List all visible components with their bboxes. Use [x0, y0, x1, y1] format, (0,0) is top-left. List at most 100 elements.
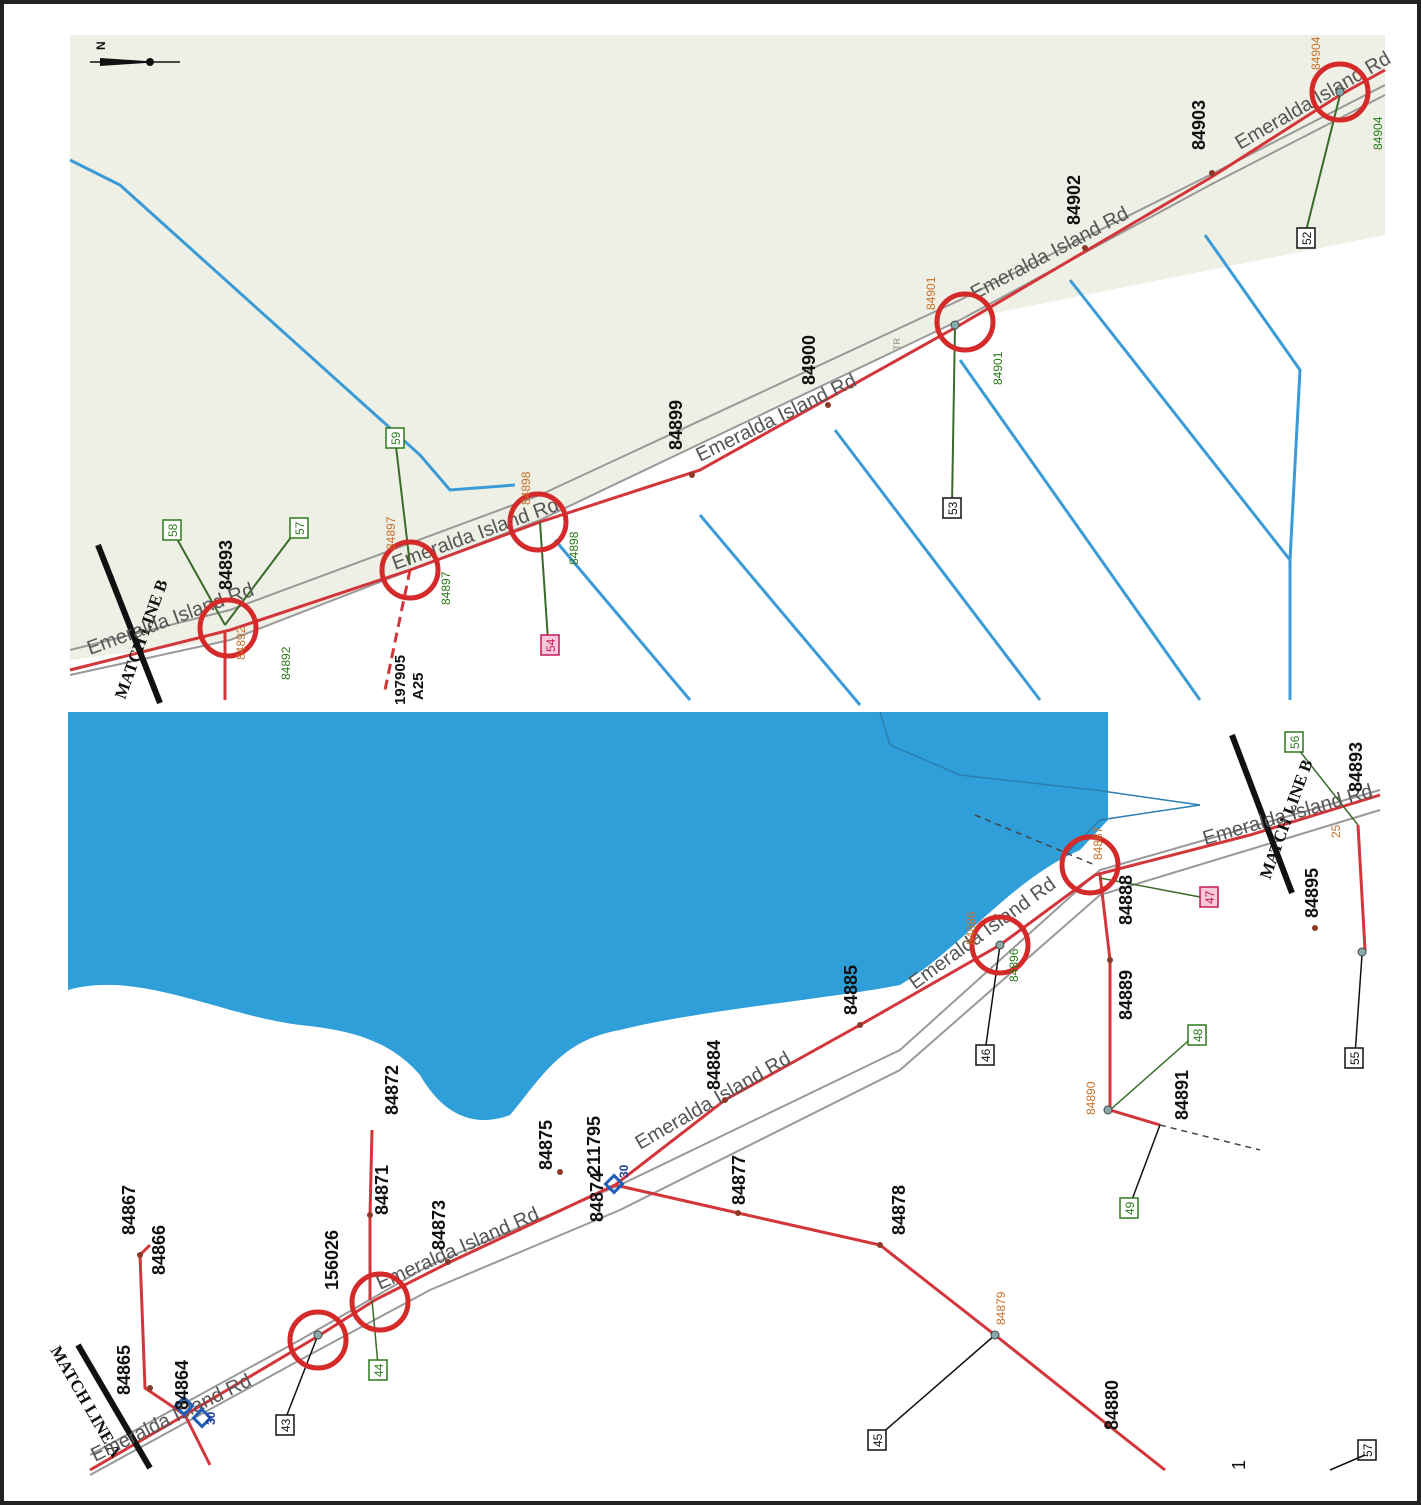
highlight-circle [379, 539, 441, 601]
svg-text:54: 54 [544, 638, 558, 652]
highlight-circle [197, 597, 259, 659]
id-label: 30 [617, 1164, 631, 1178]
stream [553, 539, 692, 701]
id-label: A25 [410, 672, 427, 700]
secondary-line [1129, 1124, 1161, 1206]
pole-marker [995, 940, 1005, 950]
secondary-line [284, 1334, 319, 1421]
stream [69, 158, 516, 492]
stream [1068, 279, 1292, 561]
pole-label: 84880 [1102, 1380, 1122, 1430]
highlight-circle [1059, 834, 1121, 896]
stream [698, 514, 862, 706]
pole-marker [445, 1259, 451, 1265]
pole-label: 84884 [704, 1040, 724, 1090]
sub-label: 84892 [234, 626, 248, 660]
pole-label: 84867 [119, 1185, 139, 1235]
pole-label: 156026 [322, 1230, 342, 1290]
lower-panel: MATCH LINE A MATCH LINE B Emeralda Islan… [47, 711, 1381, 1476]
switch-icon [191, 1407, 213, 1429]
svg-text:45: 45 [871, 1433, 885, 1447]
pole-label: 84877 [729, 1155, 749, 1205]
match-line-b-lower [1229, 733, 1295, 895]
boxed-tag: 46 [975, 1044, 995, 1066]
match-line-b-upper [95, 543, 163, 705]
sub-label: 84898 [519, 471, 533, 505]
pole-marker [147, 1385, 153, 1391]
secondary-line [951, 324, 956, 506]
boxed-tag: 53 [942, 497, 962, 519]
lake-edge [879, 711, 1201, 861]
secondary-line [539, 521, 549, 641]
pole-label: 84900 [799, 335, 819, 385]
pole-label: 84902 [1064, 175, 1084, 225]
svg-text:57: 57 [293, 521, 307, 535]
svg-text:43: 43 [279, 1418, 293, 1432]
primary-line [183, 1414, 212, 1466]
secondary-line [1329, 1454, 1366, 1471]
sub-label: 84886 [964, 911, 978, 945]
pole-label: 211795 [584, 1116, 604, 1175]
primary-line [1098, 874, 1161, 1127]
primary-line [138, 1243, 186, 1417]
pole-marker [722, 1097, 728, 1103]
transformer-label: 84892 [279, 646, 293, 680]
stream [833, 429, 1042, 701]
pole-marker [1312, 925, 1318, 931]
boxed-tag: 44 [368, 1359, 388, 1381]
pole-marker [557, 1169, 563, 1175]
boxed-tag: 55 [1344, 1047, 1364, 1069]
pole-label: 84893 [216, 540, 236, 590]
pole-label: 84885 [841, 965, 861, 1015]
sub-label: 84904 [1309, 36, 1323, 70]
pole-label: 84903 [1189, 100, 1209, 150]
transformer-label: 84897 [439, 571, 453, 605]
boxed-tag: 54 [540, 634, 560, 656]
pole-marker [1209, 170, 1215, 176]
sub-label: 84897 [384, 516, 398, 550]
svg-text:52: 52 [1300, 231, 1314, 245]
pole-label: 84872 [382, 1065, 402, 1115]
highlight-circle [934, 291, 996, 353]
pole-marker [990, 1330, 1000, 1340]
switch-icon [173, 1395, 195, 1417]
lake [68, 712, 1108, 1121]
pole-label: 84865 [114, 1345, 134, 1395]
secondary-line [1109, 1034, 1196, 1111]
svg-text:47: 47 [1203, 890, 1217, 904]
svg-text:53: 53 [946, 501, 960, 515]
pole-label: 84891 [1172, 1070, 1192, 1120]
boxed-tag: 56 [1284, 731, 1304, 753]
boxed-tag: 59 [385, 427, 405, 449]
pole-marker [367, 1212, 373, 1218]
transformer-label: 84901 [991, 351, 1005, 385]
primary-line [1356, 824, 1367, 957]
secondary-line [1099, 877, 1201, 898]
secondary-line [1294, 744, 1359, 826]
svg-text:46: 46 [979, 1048, 993, 1062]
secondary-line [1354, 954, 1363, 1056]
primary-line [69, 68, 1386, 672]
primary-line [89, 793, 1381, 1472]
switch-icon [603, 1173, 625, 1195]
pole-marker [735, 1210, 741, 1216]
secondary-line [371, 1299, 379, 1366]
primary-line [614, 1183, 1166, 1472]
boxed-tag: 49 [1119, 1197, 1139, 1219]
svg-text:49: 49 [1123, 1201, 1137, 1215]
pole-label: 84893 [1346, 742, 1366, 792]
secondary-line [224, 527, 299, 626]
pole-label: 84873 [429, 1200, 449, 1250]
page-number: 1 [1229, 1460, 1249, 1470]
highlight-circle [507, 491, 569, 553]
boxed-tag: 47 [1199, 886, 1219, 908]
north-arrow-icon: N [90, 41, 180, 66]
pole-label: 84899 [666, 400, 686, 450]
boxed-tag: 45 [867, 1429, 887, 1451]
sub-label: 84887 [1091, 826, 1105, 860]
pole-marker [1104, 1421, 1112, 1429]
pole-label: 84864 [172, 1360, 192, 1410]
sub-label: 84896 [1007, 948, 1021, 982]
pole-label: 84874 [587, 1172, 607, 1222]
